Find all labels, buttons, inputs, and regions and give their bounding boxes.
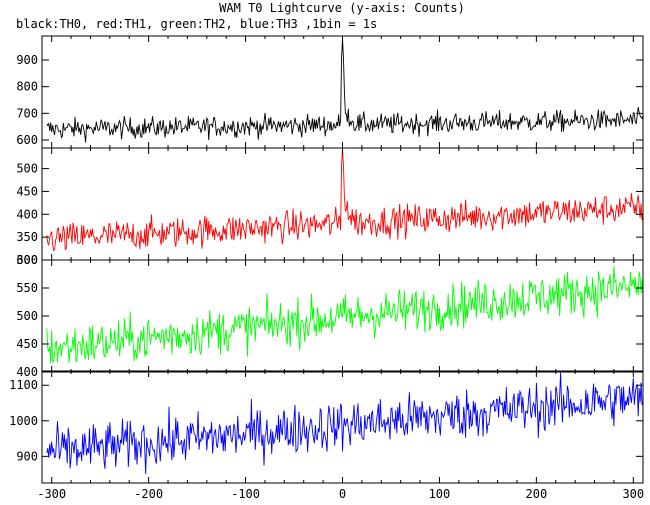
- x-tick-label: 0: [339, 487, 346, 501]
- chart-title: WAM T0 Lightcurve (y-axis: Counts): [219, 1, 465, 15]
- x-tick-label: 200: [526, 487, 548, 501]
- x-tick-label: -100: [231, 487, 260, 501]
- series-line-th0: [46, 38, 644, 143]
- y-tick-label: 350: [16, 230, 38, 244]
- x-tick-label: -200: [134, 487, 163, 501]
- series-line-th2: [46, 266, 644, 364]
- y-tick-label: 450: [16, 184, 38, 198]
- x-tick-label: 100: [429, 487, 451, 501]
- y-tick-label: 1100: [9, 378, 38, 392]
- chart-subtitle: black:TH0, red:TH1, green:TH2, blue:TH3 …: [16, 17, 377, 31]
- series-line-th1: [46, 147, 644, 252]
- y-tick-label: 300: [16, 253, 38, 267]
- y-tick-label: 400: [16, 207, 38, 221]
- y-tick-label: 600: [16, 133, 38, 147]
- y-tick-label: 400: [16, 365, 38, 379]
- y-tick-label: 550: [16, 281, 38, 295]
- series-line-th3: [46, 371, 644, 475]
- panels-group: 600 700 800 900 300 350 400 450 500 400 450 500 550 6…: [9, 35, 644, 484]
- y-tick-label: 900: [16, 53, 38, 67]
- y-tick-label: 600: [16, 253, 38, 267]
- y-tick-label: 700: [16, 106, 38, 120]
- y-tick-label: 900: [16, 449, 38, 463]
- x-axis: -300 -200 -100 0 100 200 300: [37, 487, 644, 501]
- panel-th3: 900 1000 1100: [9, 370, 644, 484]
- y-tick-label: 800: [16, 80, 38, 94]
- y-tick-label: 500: [16, 309, 38, 323]
- x-tick-label: -300: [37, 487, 66, 501]
- x-tick-label: 300: [622, 487, 644, 501]
- y-tick-label: 450: [16, 337, 38, 351]
- y-tick-label: 500: [16, 162, 38, 176]
- y-tick-label: 1000: [9, 414, 38, 428]
